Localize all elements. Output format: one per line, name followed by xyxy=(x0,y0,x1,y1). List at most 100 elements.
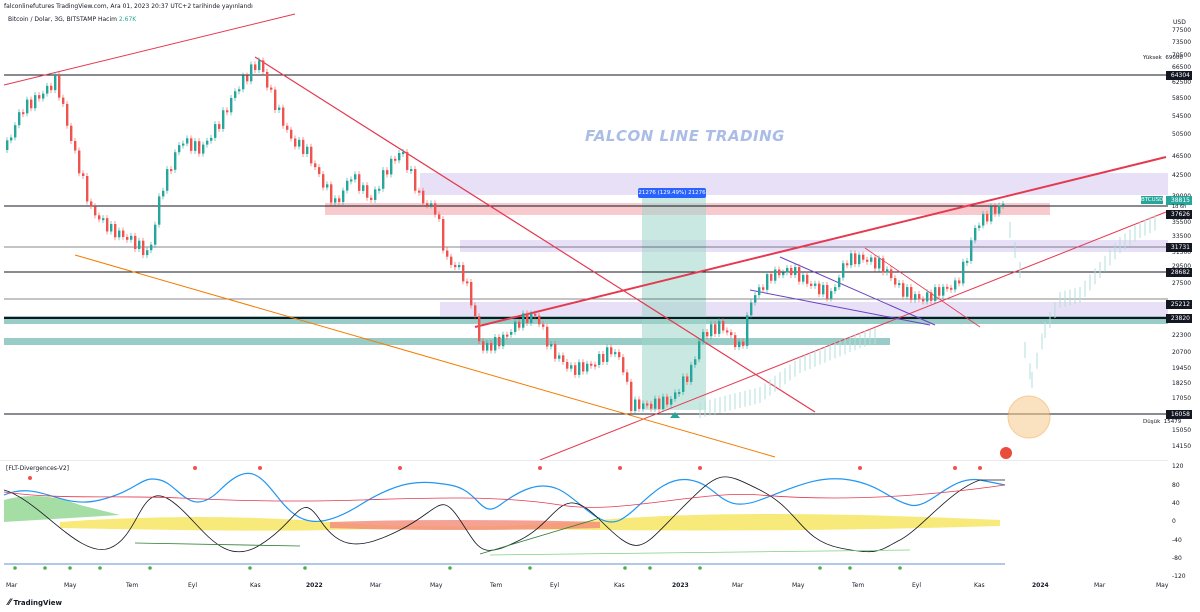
candle-body xyxy=(854,253,857,265)
candle-body xyxy=(894,278,897,285)
price-chart[interactable] xyxy=(0,0,1168,460)
candle-body xyxy=(14,125,17,138)
candle-body xyxy=(298,139,301,147)
level-badge: 28682 xyxy=(1166,268,1192,277)
osc-sell-dot xyxy=(858,466,862,470)
candle-body xyxy=(806,274,809,284)
purple-zone-low xyxy=(440,302,1168,320)
candle-body xyxy=(62,97,65,104)
trendline-channel-upper xyxy=(474,156,1167,328)
candle-body xyxy=(426,203,429,206)
candle-body xyxy=(962,261,965,284)
symbol-legend[interactable]: Bitcoin / Dolar, 3G, BITSTAMP Hacim 2.67… xyxy=(8,16,136,23)
candle-body xyxy=(174,152,177,170)
time-tick-label: Tem xyxy=(490,582,503,589)
price-tick-label: 27500 xyxy=(1172,280,1192,287)
candle-body xyxy=(318,167,321,175)
candle-body xyxy=(6,140,9,150)
candle-body xyxy=(326,184,329,188)
trendline-down xyxy=(254,56,816,413)
osc-tick-label: 120 xyxy=(1172,463,1184,470)
osc-buy-dot xyxy=(528,566,532,570)
candle-body xyxy=(278,107,281,110)
price-tick-label: 33500 xyxy=(1172,233,1192,240)
level-badge: 16058 xyxy=(1166,410,1192,419)
candle-body xyxy=(558,355,561,359)
candle-body xyxy=(294,138,297,147)
candle-body xyxy=(154,224,157,245)
trendline-orange xyxy=(74,254,776,458)
candle-body xyxy=(166,169,169,191)
candle-body xyxy=(678,392,681,395)
osc-div-line-2 xyxy=(489,549,911,556)
candle-body xyxy=(646,403,649,406)
candle-body xyxy=(702,331,705,342)
candle-body xyxy=(602,353,605,362)
time-tick-label: Mar xyxy=(6,582,18,589)
osc-red-band xyxy=(330,520,600,530)
osc-red-line xyxy=(3,484,1006,508)
candle-body xyxy=(438,214,441,220)
oscillator-title[interactable]: [FLT-Divergences-V2] xyxy=(6,465,69,472)
candle-body xyxy=(122,230,125,237)
candle-body xyxy=(358,174,361,191)
candle-body xyxy=(998,205,1001,214)
candle-body xyxy=(470,282,473,306)
candle-body xyxy=(22,112,25,115)
osc-buy-dot xyxy=(898,566,902,570)
candle-body xyxy=(442,219,445,251)
candle-body xyxy=(550,344,553,347)
candle-body xyxy=(26,99,29,114)
candle-body xyxy=(754,295,757,303)
candle-body xyxy=(354,174,357,180)
candle-body xyxy=(870,257,873,262)
currency-label: USD xyxy=(1173,19,1186,26)
purple-zone-upper xyxy=(420,173,1168,195)
candle-body xyxy=(774,269,777,281)
osc-tick-label: 80 xyxy=(1172,482,1180,489)
candle-body xyxy=(994,206,997,214)
candle-body xyxy=(738,341,741,348)
candle-body xyxy=(234,91,237,98)
time-axis[interactable]: Mar May Tem Eyl Kas 2022 Mar May Tem Eyl Kas 2023 Ma… xyxy=(0,582,1168,594)
candle-body xyxy=(850,253,853,266)
candle-body xyxy=(598,353,601,366)
candle-body xyxy=(74,141,77,151)
candle-body xyxy=(222,110,225,129)
measure-range xyxy=(642,196,706,410)
candle-body xyxy=(162,190,165,197)
candle-body xyxy=(378,188,381,191)
low-tag: Düşük 15479 xyxy=(1143,419,1182,425)
candle-body xyxy=(918,294,921,300)
osc-buy-dot xyxy=(148,566,152,570)
candle-body xyxy=(178,145,181,153)
candle-body xyxy=(574,365,577,375)
candle-body xyxy=(990,206,993,222)
candle-body xyxy=(826,285,829,299)
candle-body xyxy=(582,362,585,372)
candle-body xyxy=(714,324,717,334)
projection-bars xyxy=(699,214,1156,418)
candle-body xyxy=(330,184,333,203)
price-tick-label: 31500 xyxy=(1172,249,1192,256)
candle-body xyxy=(398,153,401,161)
candle-body xyxy=(982,213,985,226)
osc-buy-dot xyxy=(623,566,627,570)
oscillator-chart[interactable] xyxy=(0,460,1168,578)
osc-sell-dot xyxy=(258,466,262,470)
candle-body xyxy=(306,146,309,154)
osc-sell-dot xyxy=(398,466,402,470)
candle-body xyxy=(526,313,529,323)
wedge-lower xyxy=(749,289,931,326)
time-tick-label: 2023 xyxy=(672,582,689,589)
candle-body xyxy=(126,236,129,240)
candle-body xyxy=(682,376,685,393)
candle-body xyxy=(794,267,797,276)
candle-body xyxy=(534,313,537,316)
candle-body xyxy=(490,343,493,351)
candle-body xyxy=(782,272,785,276)
osc-black-line xyxy=(3,476,1005,553)
volume-value: 2.67K xyxy=(118,16,137,23)
high-tag: Yüksek 69000 xyxy=(1143,55,1183,61)
candle-body xyxy=(986,213,989,222)
